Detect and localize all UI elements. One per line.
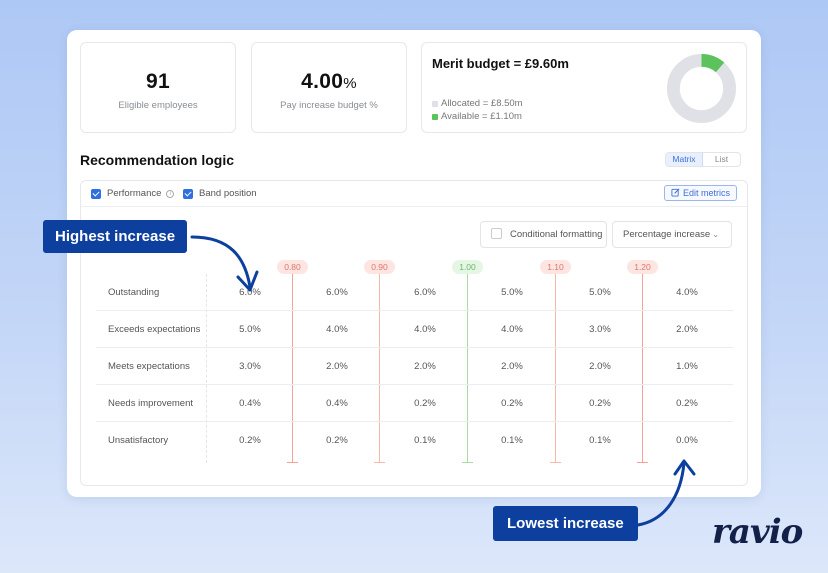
edit-metrics-button[interactable]: Edit metrics (663, 185, 737, 201)
band-marker-line (637, 274, 648, 463)
pay-increase-budget-stat: 4.00% Pay increase budget % (251, 42, 407, 133)
band-position-checkbox[interactable]: Band position (183, 188, 257, 199)
matrix-cell[interactable]: 2.0% (501, 361, 523, 372)
matrix-row: Exceeds expectations 5.0% 4.0% 4.0% 4.0%… (96, 311, 733, 348)
matrix-cell[interactable]: 5.0% (239, 324, 261, 335)
list-view-tab[interactable]: List (714, 154, 729, 164)
performance-checkbox[interactable]: Performance i (91, 188, 175, 199)
row-label: Unsatisfactory (108, 435, 169, 446)
matrix-cell[interactable]: 0.4% (239, 398, 261, 409)
matrix-cell[interactable]: 2.0% (676, 324, 698, 335)
band-marker-line (287, 274, 298, 463)
matrix-cell[interactable]: 0.1% (501, 435, 523, 446)
band-marker-pill: 1.10 (540, 260, 571, 274)
band-marker-pill: 1.00 (452, 260, 483, 274)
matrix-cell[interactable]: 4.0% (676, 287, 698, 298)
display-mode-value: Percentage increase (623, 229, 711, 240)
matrix-cell[interactable]: 5.0% (501, 287, 523, 298)
conditional-formatting-label: Conditional formatting (510, 229, 603, 240)
row-label: Exceeds expectations (108, 324, 201, 335)
band-marker-pill: 0.90 (364, 260, 395, 274)
matrix-cell[interactable]: 6.0% (326, 287, 348, 298)
stat-label: Pay increase budget % (280, 100, 378, 111)
row-label: Needs improvement (108, 398, 194, 409)
matrix-cell[interactable]: 0.4% (326, 398, 348, 409)
row-label: Meets expectations (108, 361, 190, 372)
display-mode-dropdown[interactable]: Percentage increase ⌄ (612, 221, 732, 248)
matrix-cell[interactable]: 0.1% (589, 435, 611, 446)
matrix-cell[interactable]: 0.2% (414, 398, 436, 409)
legend-allocated: Allocated = £8.50m (432, 98, 523, 109)
matrix-cell[interactable]: 1.0% (676, 361, 698, 372)
edit-metrics-label: Edit metrics (682, 188, 730, 198)
metrics-bar: Performance i Band position Edit metrics (81, 181, 747, 207)
matrix-cell[interactable]: 4.0% (326, 324, 348, 335)
performance-label: Performance (107, 188, 162, 199)
available-swatch (432, 113, 438, 120)
matrix-cell[interactable]: 0.2% (676, 398, 698, 409)
matrix-cell[interactable]: 0.2% (239, 435, 261, 446)
merit-budget-title: Merit budget = £9.60m (432, 56, 569, 71)
stat-label: Eligible employees (118, 100, 198, 111)
eligible-employees-stat: 91 Eligible employees (80, 42, 236, 133)
row-label: Outstanding (108, 287, 160, 298)
conditional-formatting-toggle[interactable]: Conditional formatting (480, 221, 607, 248)
matrix-cell[interactable]: 3.0% (239, 361, 261, 372)
matrix-cell[interactable]: 0.0% (676, 435, 698, 446)
curved-arrow-down-icon (190, 235, 259, 292)
matrix-cell[interactable]: 3.0% (589, 324, 611, 335)
highest-increase-callout: Highest increase (43, 220, 188, 253)
matrix-cell[interactable]: 2.0% (589, 361, 611, 372)
legend-available: Available = £1.10m (432, 111, 522, 122)
band-marker-pill: 1.20 (627, 260, 658, 274)
ravio-logo: ravio (712, 512, 803, 552)
recommendation-matrix-panel: Performance i Band position Edit metrics… (80, 180, 748, 486)
checkbox-unchecked-icon[interactable] (491, 227, 502, 239)
matrix-cell[interactable]: 6.0% (239, 287, 261, 298)
available-label: Available = £1.10m (441, 111, 522, 122)
checkbox-checked-icon[interactable] (183, 188, 193, 199)
matrix-view-tab[interactable]: Matrix (666, 153, 703, 166)
matrix-row: Unsatisfactory 0.2% 0.2% 0.1% 0.1% 0.1% … (96, 422, 733, 459)
view-toggle[interactable]: Matrix List (665, 152, 741, 167)
merit-budget-card: Merit budget = £9.60m Allocated = £8.50m… (421, 42, 747, 133)
matrix-cell[interactable]: 4.0% (414, 324, 436, 335)
band-marker-line (374, 274, 385, 463)
matrix-cell[interactable]: 5.0% (589, 287, 611, 298)
chevron-down-icon: ⌄ (712, 230, 719, 239)
budget-donut-chart (666, 53, 737, 124)
band-marker-pill: 0.80 (277, 260, 308, 274)
row-label-divider (206, 274, 207, 463)
matrix-row: Outstanding 6.0% 6.0% 6.0% 5.0% 5.0% 4.0… (96, 274, 733, 311)
info-icon[interactable]: i (166, 189, 175, 198)
edit-icon (671, 188, 680, 197)
section-title: Recommendation logic (80, 152, 235, 168)
checkbox-checked-icon[interactable] (91, 188, 101, 199)
stat-value: 4.00% (301, 70, 357, 93)
stat-value: 91 (146, 70, 170, 93)
matrix-cell[interactable]: 0.2% (589, 398, 611, 409)
band-marker-line (550, 274, 561, 463)
matrix-cell[interactable]: 0.2% (326, 435, 348, 446)
band-position-label: Band position (199, 188, 257, 199)
matrix-cell[interactable]: 0.2% (501, 398, 523, 409)
allocated-label: Allocated = £8.50m (441, 98, 523, 109)
matrix-cell[interactable]: 4.0% (501, 324, 523, 335)
allocated-swatch (432, 100, 438, 107)
curved-arrow-up-icon (636, 459, 696, 527)
matrix-cell[interactable]: 2.0% (326, 361, 348, 372)
matrix-cell[interactable]: 0.1% (414, 435, 436, 446)
lowest-increase-callout: Lowest increase (493, 506, 638, 541)
matrix-row: Meets expectations 3.0% 2.0% 2.0% 2.0% 2… (96, 348, 733, 385)
band-marker-line (462, 274, 473, 463)
dashboard-card: 91 Eligible employees 4.00% Pay increase… (67, 30, 761, 497)
matrix-row: Needs improvement 0.4% 0.4% 0.2% 0.2% 0.… (96, 385, 733, 422)
matrix-cell[interactable]: 2.0% (414, 361, 436, 372)
matrix-cell[interactable]: 6.0% (414, 287, 436, 298)
